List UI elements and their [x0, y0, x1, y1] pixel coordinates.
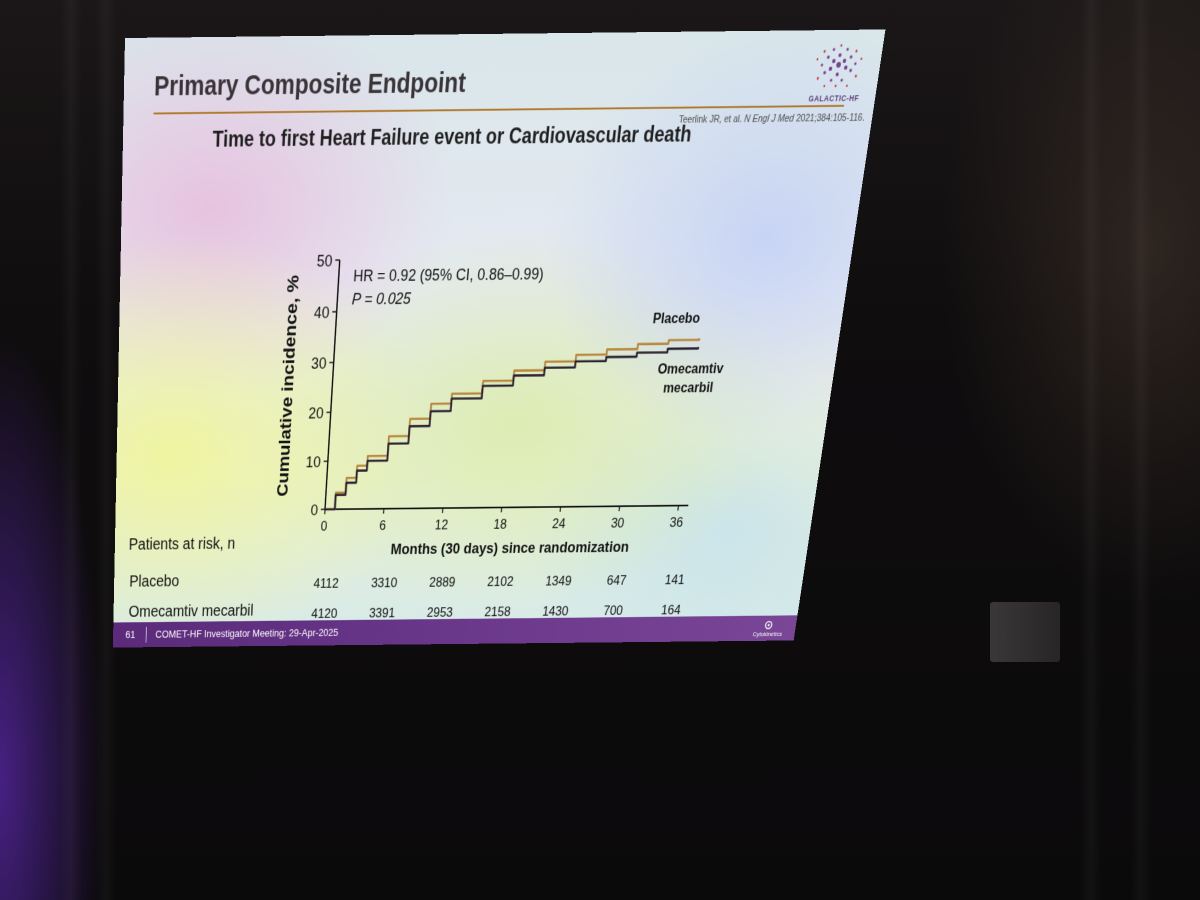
y-tick-label: 50: [316, 251, 333, 271]
x-axis-label: Months (30 days) since randomization: [390, 538, 630, 558]
risk-cell: 3310: [360, 575, 409, 591]
y-tick-label: 0: [310, 501, 318, 519]
y-tick-label: 30: [311, 354, 327, 373]
cytokinetics-icon: [764, 620, 774, 630]
risk-row-label-placebo: Placebo: [129, 573, 179, 592]
chart-curves: [325, 338, 699, 509]
omecamtiv-series-label-line1: Omecamtiv: [657, 361, 725, 378]
y-tick-label: 10: [305, 453, 321, 471]
risk-cell: 1349: [534, 573, 584, 589]
risk-cell: 2102: [476, 574, 526, 590]
x-tick-mark: [678, 506, 679, 511]
p-value-annotation: P = 0.025: [351, 289, 412, 309]
risk-cell: 647: [592, 572, 642, 588]
x-tick-label: 24: [551, 517, 566, 532]
x-tick-label: 0: [320, 519, 327, 534]
x-tick-label: 12: [434, 518, 448, 533]
risk-row-label-omecamtiv: Omecamtiv mecarbil: [128, 602, 253, 621]
y-tick-label: 20: [308, 404, 324, 423]
y-axis-line: [325, 260, 340, 509]
kaplan-meier-chart: 0 10 20 30 40 50 0 6 12 18 24 30 36 Placebo Omecamtiv…: [113, 29, 886, 647]
omecamtiv-series-label-line2: mecarbil: [662, 380, 714, 396]
risk-cell: 141: [650, 572, 700, 589]
x-tick-label: 36: [669, 516, 684, 531]
placebo-series-label: Placebo: [652, 311, 701, 328]
risk-cell: 4112: [302, 576, 351, 592]
hazard-ratio-annotation: HR = 0.92 (95% CI, 0.86–0.99): [353, 264, 545, 285]
risk-cell: 2889: [418, 574, 468, 590]
x-axis-line: [325, 505, 688, 509]
y-axis-label: Cumulative incidence, %: [275, 275, 303, 497]
footer-divider: [146, 627, 147, 643]
meeting-name: COMET-HF Investigator Meeting: 29-Apr-20…: [155, 626, 338, 640]
omecamtiv-curve: [325, 347, 698, 509]
x-tick-mark: [619, 506, 620, 511]
x-tick-label: 6: [379, 519, 387, 534]
company-name: Cytokinetics: [752, 630, 782, 637]
company-logo: Cytokinetics: [746, 620, 789, 638]
patients-at-risk-label: Patients at risk, n: [129, 535, 236, 555]
placebo-curve: [325, 338, 699, 509]
x-tick-label: 18: [493, 517, 508, 532]
x-tick-label: 30: [610, 516, 625, 531]
y-tick-label: 40: [314, 303, 330, 322]
x-tick-mark: [560, 507, 561, 512]
page-number: 61: [125, 629, 135, 641]
presentation-slide: Primary Composite Endpoint: [113, 29, 886, 647]
